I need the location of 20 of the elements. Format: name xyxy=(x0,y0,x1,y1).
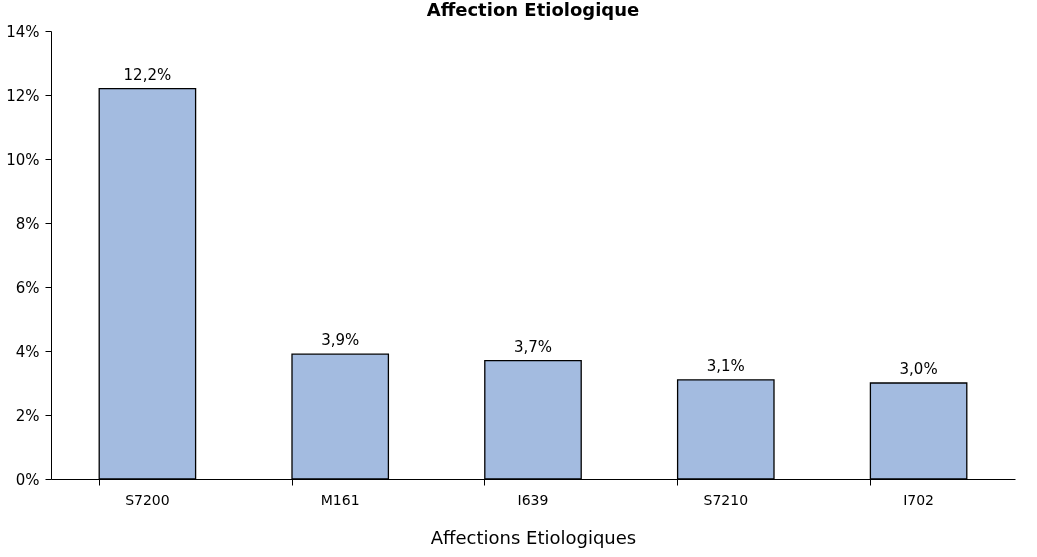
x-tick-label: S7200 xyxy=(125,491,170,508)
x-tick-label: I639 xyxy=(517,491,549,508)
x-axis-title: Affections Etiologiques xyxy=(430,526,637,548)
y-tick-label: 12% xyxy=(6,86,40,105)
data-label: 3,1% xyxy=(706,356,745,375)
data-label: 12,2% xyxy=(123,65,172,84)
data-label: 3,0% xyxy=(899,360,938,378)
data-label: 3,9% xyxy=(321,331,360,350)
y-tick-label: 2% xyxy=(15,406,40,425)
x-tick-label: M161 xyxy=(320,491,360,508)
x-tick-label: S7210 xyxy=(703,491,749,508)
y-tick-label: 8% xyxy=(15,214,40,233)
y-tick-label: 0% xyxy=(15,470,40,489)
y-tick-label: 4% xyxy=(15,342,40,361)
y-tick-label: 6% xyxy=(15,278,40,297)
chart-title: Affection Etiologique xyxy=(426,0,640,20)
data-label: 3,7% xyxy=(513,337,553,356)
x-tick-label: I702 xyxy=(903,491,935,508)
y-tick-label: 14% xyxy=(6,22,40,41)
y-tick-label: 10% xyxy=(6,150,40,169)
